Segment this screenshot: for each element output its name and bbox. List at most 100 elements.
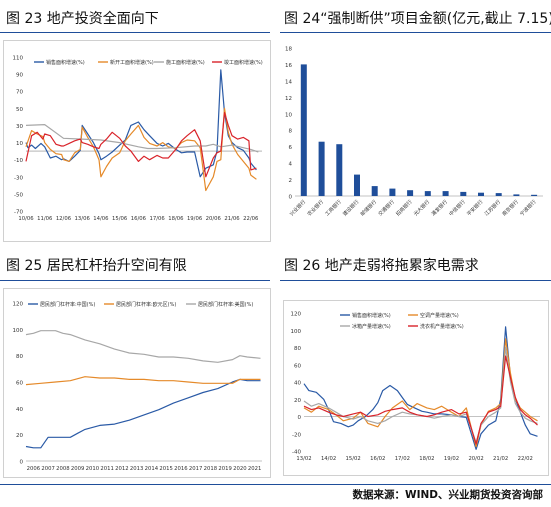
y-tick-label: 120: [13, 302, 24, 308]
y-tick-label: 60: [16, 381, 23, 387]
category-label: 浦发银行: [430, 198, 449, 217]
bar-3: [354, 174, 360, 196]
x-tick-label: 20/06: [206, 216, 222, 222]
series-line-1: [25, 107, 257, 192]
legend-label-0: 销售面积增速(%): [352, 312, 391, 319]
x-tick-label: 17/02: [395, 456, 410, 462]
fig26-title-rule: [280, 280, 551, 281]
series-line-2: [25, 123, 259, 153]
x-tick-label: 16/06: [131, 216, 147, 222]
y-tick-label: 80: [294, 346, 301, 352]
legend-label-2: 冰箱产量增速(%): [352, 323, 391, 330]
y-tick-label: 80: [16, 354, 23, 360]
bar-2: [336, 144, 343, 196]
y-tick-label: 2: [289, 178, 293, 184]
x-tick-label: 22/06: [243, 216, 259, 222]
y-tick-label: -20: [292, 432, 301, 438]
y-tick-label: -40: [292, 450, 301, 456]
x-tick-label: 14/02: [321, 456, 336, 462]
y-tick-label: -10: [14, 158, 23, 164]
category-label: 工商银行: [324, 198, 343, 217]
y-tick-label: 16: [285, 63, 292, 69]
y-tick-label: 8: [289, 129, 293, 135]
x-tick-label: 21/02: [493, 456, 508, 462]
y-tick-label: 70: [16, 90, 23, 96]
x-tick-label: 2017: [189, 466, 202, 472]
y-tick-label: 110: [13, 56, 24, 62]
bar-7: [424, 191, 431, 196]
category-label: 招商银行: [394, 198, 413, 217]
series-line-0: [25, 69, 257, 178]
y-tick-label: 100: [13, 328, 24, 334]
y-tick-label: 14: [285, 79, 292, 85]
x-tick-label: 2009: [71, 466, 84, 472]
y-tick-label: 20: [294, 398, 301, 404]
series-line-1: [303, 338, 538, 448]
category-label: 中信银行: [448, 198, 467, 217]
y-tick-label: 90: [16, 73, 23, 79]
fig23-title-rule: [0, 32, 270, 33]
series-line-3: [25, 111, 257, 178]
fig24-title-rule: [280, 32, 551, 33]
fig25-chart: 0 20 40 60 80 100 120 2006 2007 2008 2009 2010 2011 2…: [3, 288, 271, 478]
category-label: 邮储银行: [359, 198, 378, 217]
category-label: 交通银行: [377, 198, 396, 217]
x-tick-label: 22/02: [518, 456, 533, 462]
category-label: 农业银行: [306, 198, 325, 217]
y-tick-label: 120: [291, 312, 302, 318]
fig24-chart: 0 2 4 6 8 10 12 14 16 18 兴业银行 农业银行 工商银行 建设银行 邮储银行 交通银行招…: [281, 40, 549, 242]
x-tick-label: 2014: [145, 466, 159, 472]
bar-10: [478, 192, 484, 196]
x-tick-label: 14/06: [93, 216, 109, 222]
category-label: 建设银行: [341, 198, 360, 217]
x-tick-label: 19/02: [444, 456, 459, 462]
legend-label-0: 居民部门杠杆率:中国(%): [40, 301, 95, 308]
x-tick-label: 12/06: [56, 216, 72, 222]
series-line-3: [303, 355, 538, 445]
series-line-0: [25, 378, 261, 449]
y-tick-label: 0: [298, 415, 302, 421]
source-note: 数据来源：WIND、兴业期货投资咨询部: [352, 489, 544, 501]
category-label: 南京银行: [501, 198, 520, 217]
legend-label-1: 新开工面积增速(%): [110, 59, 154, 66]
series-line-2: [303, 346, 538, 443]
legend-label-2: 居民部门杠杆率:美国(%): [198, 301, 253, 308]
x-tick-label: 2008: [56, 466, 70, 472]
y-tick-label: 4: [289, 162, 293, 168]
legend-label-1: 空调产量增速(%): [420, 312, 459, 319]
x-tick-label: 2006: [27, 466, 41, 472]
bar-0: [300, 64, 307, 197]
fig23-chart: 110 90 70 50 30 10 -10 -30 -50 -70 10/06 11/06 12/06…: [3, 40, 271, 242]
x-tick-label: 10/06: [18, 216, 34, 222]
x-tick-label: 2018: [204, 466, 218, 472]
category-label: 江苏银行: [483, 198, 502, 217]
x-tick-label: 19/06: [187, 216, 203, 222]
y-tick-label: 0: [20, 460, 24, 466]
y-tick-label: 10: [16, 141, 23, 147]
series-line-2: [25, 330, 261, 363]
fig24-svg: 0 2 4 6 8 10 12 14 16 18 兴业银行 农业银行 工商银行 建设银行 邮储银行 交通银行招…: [285, 47, 543, 218]
y-tick-label: 10: [285, 112, 292, 118]
x-tick-label: 2016: [174, 466, 188, 472]
x-tick-label: 2012: [115, 466, 128, 472]
y-tick-label: 100: [291, 329, 302, 335]
y-tick-label: 40: [16, 407, 23, 413]
legend-label-1: 居民部门杠杆率:欧元区(%): [116, 301, 176, 308]
category-label: 平安银行: [465, 198, 484, 217]
y-tick-label: -30: [14, 175, 23, 181]
footer-rule: [0, 484, 551, 485]
fig23-title: 图 23 地产投资全面向下: [6, 11, 159, 27]
y-tick-label: 50: [16, 107, 23, 113]
legend-label-3: 竣工面积增速(%): [224, 59, 263, 66]
bar-6: [407, 190, 414, 196]
x-tick-label: 2020: [233, 466, 247, 472]
series-line-0: [303, 326, 538, 450]
fig25-title-rule: [0, 280, 270, 281]
bar-1: [318, 141, 325, 196]
bar-8: [442, 191, 449, 196]
bar-11: [495, 193, 502, 196]
bar-5: [389, 188, 396, 196]
